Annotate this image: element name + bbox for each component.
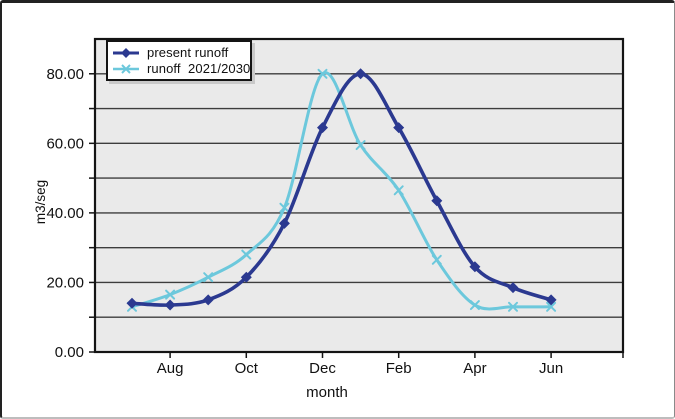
legend-label-present-runoff: present runoff xyxy=(147,45,229,60)
diamond-marker xyxy=(278,217,290,229)
x-axis-tick-label: Apr xyxy=(463,360,486,377)
diamond-marker xyxy=(431,195,443,207)
runoff-2021-2030-line-marker-icon xyxy=(113,63,139,74)
x-marker xyxy=(317,68,328,79)
diamond-marker xyxy=(202,294,214,306)
legend-item-runoff-2021-2030: runoff 2021/2030 xyxy=(112,62,250,75)
diamond-marker xyxy=(393,122,405,134)
x-axis-tick-label: Aug xyxy=(157,360,184,377)
legend-item-present-runoff: present runoff xyxy=(112,46,246,59)
chart-legend: present runoff runoff 2021/2030 xyxy=(106,40,252,81)
x-marker xyxy=(279,202,290,213)
x-axis-tick-label: Oct xyxy=(235,360,259,377)
y-axis-title: m3/seg xyxy=(33,180,48,224)
plot-area xyxy=(95,39,623,352)
legend-label-runoff-2021-2030: runoff 2021/2030 xyxy=(147,61,251,76)
diamond-marker xyxy=(355,68,367,80)
x-marker xyxy=(508,301,518,312)
diamond-marker xyxy=(507,282,519,294)
diamond-marker xyxy=(317,122,328,134)
x-marker xyxy=(355,140,366,151)
diamond-marker xyxy=(545,294,557,306)
diamond-marker xyxy=(469,261,481,273)
y-axis-tick-label: 60.00 xyxy=(46,135,84,152)
x-marker xyxy=(469,300,480,311)
x-marker xyxy=(546,301,557,312)
y-axis-tick-label: 80.00 xyxy=(46,66,84,83)
diamond-marker xyxy=(240,271,252,283)
x-axis-tick-label: Jun xyxy=(539,360,563,377)
present-runoff-line-marker-icon xyxy=(113,47,139,58)
y-axis-tick-label: 0.00 xyxy=(55,344,84,361)
plot-border xyxy=(93,37,625,354)
x-marker xyxy=(393,185,404,196)
y-axis-tick-label: 20.00 xyxy=(46,274,84,291)
x-marker xyxy=(203,272,214,283)
x-marker xyxy=(431,254,442,265)
x-marker xyxy=(165,289,176,300)
x-axis-tick-label: Feb xyxy=(386,360,412,377)
diamond-marker xyxy=(164,299,176,311)
x-marker xyxy=(241,249,252,260)
x-axis-tick-label: Dec xyxy=(309,360,336,377)
diamond-marker xyxy=(126,297,138,309)
y-axis-tick-label: 40.00 xyxy=(46,205,84,222)
x-axis-title: month xyxy=(306,384,348,401)
